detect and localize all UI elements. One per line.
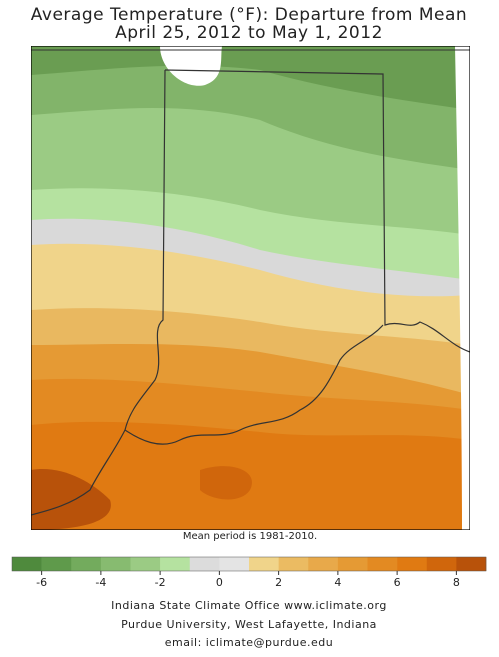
map-note: Mean period is 1981-2010. xyxy=(183,531,317,542)
colorbar-bin xyxy=(160,557,191,571)
footer-line: Indiana State Climate Office www.iclimat… xyxy=(111,599,387,612)
colorbar: -6 -4 -2 0 2 4 6 8 xyxy=(11,556,487,589)
colorbar-bin xyxy=(41,557,72,571)
colorbar-bin xyxy=(337,557,368,571)
colorbar-bin xyxy=(278,557,309,571)
subtitle: April 25, 2012 to May 1, 2012 xyxy=(115,23,383,43)
tick-label: 8 xyxy=(453,576,460,589)
tick-label: 0 xyxy=(216,576,223,589)
colorbar-bin xyxy=(189,557,220,571)
colorbar-bin xyxy=(397,557,428,571)
tick-label: 4 xyxy=(334,576,341,589)
tick-label: 2 xyxy=(275,576,282,589)
colorbar-bin xyxy=(367,557,398,571)
colorbar-bin xyxy=(130,557,161,571)
colorbar-bin xyxy=(456,557,487,571)
tick-label: 6 xyxy=(394,576,401,589)
map xyxy=(31,46,470,530)
colorbar-bin xyxy=(12,557,42,571)
footer-line: Purdue University, West Lafayette, India… xyxy=(121,618,377,631)
colorbar-bin xyxy=(100,557,131,571)
title: Average Temperature (°F): Departure from… xyxy=(31,5,467,25)
colorbar-bin xyxy=(426,557,457,571)
tick-label: -4 xyxy=(95,576,106,589)
colorbar-bin xyxy=(71,557,102,571)
colorbar-bin xyxy=(249,557,279,571)
tick-label: -6 xyxy=(36,576,47,589)
tick-label: -2 xyxy=(155,576,166,589)
footer-line: email: iclimate@purdue.edu xyxy=(165,636,334,649)
colorbar-bin xyxy=(308,557,339,571)
colorbar-bin xyxy=(219,557,250,571)
colorbar-frame xyxy=(11,556,487,572)
